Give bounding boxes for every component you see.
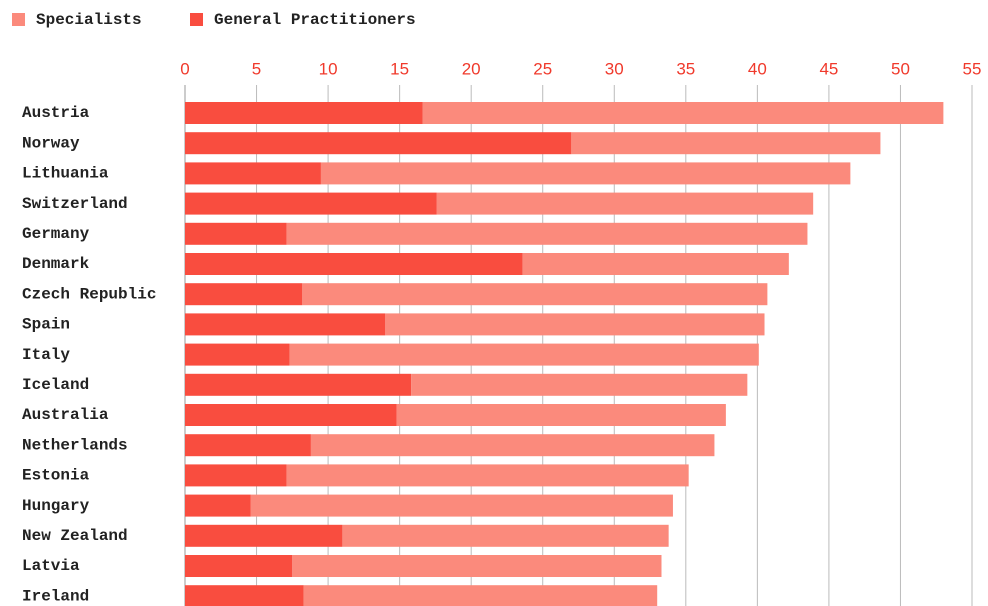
y-tick-label: Latvia <box>22 557 80 575</box>
y-tick-label: New Zealand <box>22 527 128 545</box>
bar-segment <box>522 253 789 275</box>
bar-segment <box>289 343 759 366</box>
x-tick-label: 35 <box>676 59 695 78</box>
bar-segment <box>396 404 726 426</box>
y-tick-label: Ireland <box>22 587 89 605</box>
bar-segment <box>185 162 321 185</box>
legend-swatch <box>190 13 203 26</box>
y-tick-label: Iceland <box>22 376 89 394</box>
bar-segment <box>185 524 343 547</box>
bar-segment <box>422 102 944 124</box>
bar-segment <box>320 162 851 185</box>
y-tick-label: Italy <box>22 346 70 364</box>
bar-segment <box>571 132 881 155</box>
bar-segment <box>286 222 808 245</box>
y-tick-label: Switzerland <box>22 195 128 213</box>
y-tick-label: Lithuania <box>22 165 109 183</box>
legend-label: Specialists <box>36 11 142 29</box>
x-tick-label: 30 <box>605 59 624 78</box>
bar-segment <box>185 192 437 215</box>
x-tick-label: 10 <box>319 59 338 78</box>
bar-segment <box>185 434 311 457</box>
x-tick-label: 55 <box>963 59 982 78</box>
x-tick-label: 25 <box>533 59 552 78</box>
y-tick-label: Netherlands <box>22 436 128 454</box>
bar-segment <box>185 253 523 275</box>
bar-segment <box>185 464 287 487</box>
y-tick-label: Hungary <box>22 497 90 515</box>
bar-segment <box>185 313 386 336</box>
bar-segment <box>286 464 689 487</box>
bar-segment <box>303 585 658 606</box>
bar-segment <box>185 222 287 245</box>
bar-segment <box>185 404 397 426</box>
y-tick-label: Czech Republic <box>22 285 156 303</box>
bar-segment <box>185 555 293 577</box>
bar-segment <box>310 434 715 457</box>
y-tick-label: Estonia <box>22 467 90 485</box>
legend-label: General Practitioners <box>214 11 416 29</box>
y-tick-label: Denmark <box>22 255 90 273</box>
y-tick-label: Spain <box>22 316 70 334</box>
x-tick-label: 50 <box>891 59 910 78</box>
bar-segment <box>292 555 662 577</box>
x-tick-label: 5 <box>252 59 261 78</box>
y-tick-label: Austria <box>22 104 90 122</box>
bar-segment <box>250 494 673 517</box>
bar-segment <box>385 313 765 336</box>
x-tick-label: 15 <box>390 59 409 78</box>
x-tick-label: 20 <box>462 59 481 78</box>
bar-segment <box>302 283 768 306</box>
x-tick-label: 40 <box>748 59 767 78</box>
bar-segment <box>185 283 303 306</box>
bar-segment <box>185 102 423 124</box>
bar-segment <box>185 373 412 396</box>
y-tick-label: Germany <box>22 225 90 243</box>
y-tick-label: Norway <box>22 134 80 152</box>
bar-segment <box>411 373 748 396</box>
bar-segment <box>185 494 251 517</box>
x-tick-label: 0 <box>180 59 189 78</box>
bar-segment <box>185 132 572 155</box>
bar-segment <box>185 585 304 606</box>
bar-segment <box>436 192 814 215</box>
x-tick-label: 45 <box>819 59 838 78</box>
bar-segment <box>342 524 669 547</box>
bar-segment <box>185 343 290 366</box>
y-tick-label: Australia <box>22 406 109 424</box>
legend-swatch <box>12 13 25 26</box>
